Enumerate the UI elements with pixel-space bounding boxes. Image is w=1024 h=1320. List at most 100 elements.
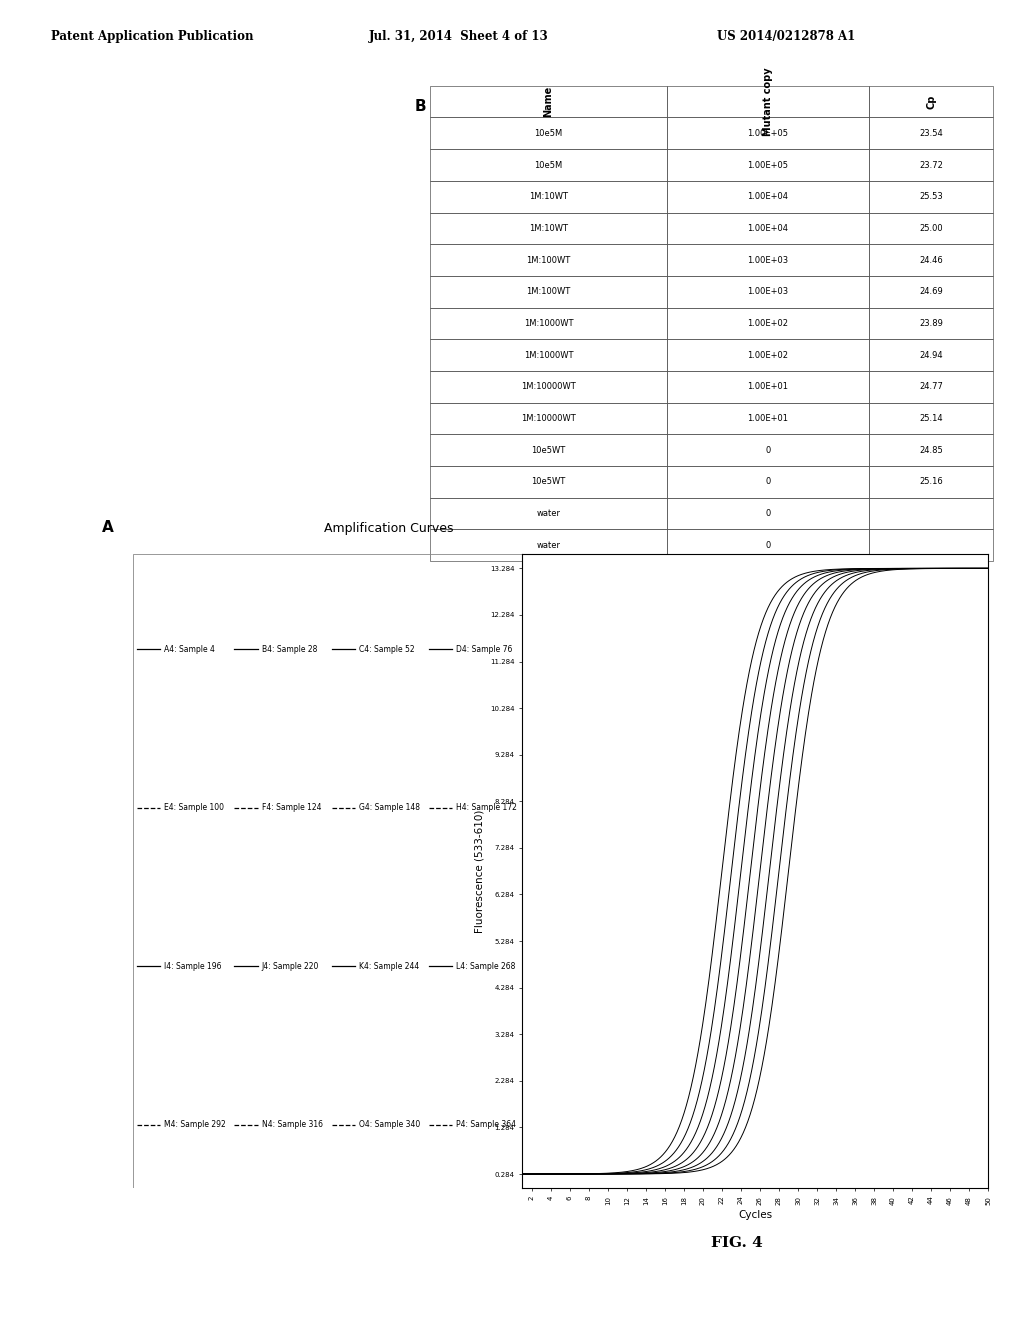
Text: 0: 0 [765,541,771,549]
Text: Jul. 31, 2014  Sheet 4 of 13: Jul. 31, 2014 Sheet 4 of 13 [369,30,549,44]
X-axis label: Cycles: Cycles [738,1210,772,1220]
Text: 23.89: 23.89 [920,319,943,327]
Text: 25.53: 25.53 [920,193,943,201]
Text: 1M:100WT: 1M:100WT [526,256,570,264]
Text: G4: Sample 148: G4: Sample 148 [358,804,420,812]
Text: K4: Sample 244: K4: Sample 244 [358,962,419,970]
Text: 1.00E+03: 1.00E+03 [748,288,788,296]
Bar [667,434,869,466]
Bar [430,244,667,276]
Bar [430,498,667,529]
Bar [869,308,993,339]
Text: O4: Sample 340: O4: Sample 340 [358,1121,420,1129]
Bar [869,339,993,371]
Bar [430,308,667,339]
Text: 1M:10000WT: 1M:10000WT [521,383,575,391]
Text: 0: 0 [765,446,771,454]
Text: 10e5M: 10e5M [535,161,562,169]
Bar [430,339,667,371]
Text: 1.00E+05: 1.00E+05 [748,129,788,137]
Bar [430,466,667,498]
Text: 1M:1000WT: 1M:1000WT [523,319,573,327]
Text: 24.46: 24.46 [920,256,943,264]
Bar [430,371,667,403]
Bar [869,149,993,181]
Text: 1.00E+05: 1.00E+05 [748,161,788,169]
Text: 1.00E+03: 1.00E+03 [748,256,788,264]
Bar [869,117,993,149]
Text: 1M:10000WT: 1M:10000WT [521,414,575,422]
Text: Mutant copy: Mutant copy [763,67,773,136]
Bar [667,339,869,371]
Text: water: water [537,510,560,517]
Text: F4: Sample 124: F4: Sample 124 [261,804,322,812]
Text: 0: 0 [765,510,771,517]
Bar [667,403,869,434]
Text: B: B [415,99,426,114]
Bar [667,371,869,403]
Bar [869,498,993,529]
Text: 1.00E+02: 1.00E+02 [748,351,788,359]
Bar [869,276,993,308]
Text: I4: Sample 196: I4: Sample 196 [164,962,222,970]
Bar [869,86,993,117]
Text: FIG. 4: FIG. 4 [712,1237,763,1250]
Bar [667,149,869,181]
Text: A4: Sample 4: A4: Sample 4 [164,645,215,653]
Text: Name: Name [544,86,553,117]
Text: 1.00E+01: 1.00E+01 [748,383,788,391]
Bar [430,213,667,244]
Text: 1.00E+04: 1.00E+04 [748,224,788,232]
Text: 10e5WT: 10e5WT [531,478,565,486]
Text: 25.16: 25.16 [920,478,943,486]
Text: 1M:10WT: 1M:10WT [528,193,568,201]
Text: 23.72: 23.72 [920,161,943,169]
Y-axis label: Fluorescence (533-610): Fluorescence (533-610) [474,809,484,933]
Text: J4: Sample 220: J4: Sample 220 [261,962,318,970]
Text: A: A [102,520,114,535]
Text: 1M:100WT: 1M:100WT [526,288,570,296]
Text: US 2014/0212878 A1: US 2014/0212878 A1 [717,30,855,44]
Text: 1.00E+01: 1.00E+01 [748,414,788,422]
Text: water: water [537,541,560,549]
Text: P4: Sample 364: P4: Sample 364 [456,1121,516,1129]
Bar [667,498,869,529]
Text: 24.77: 24.77 [920,383,943,391]
Text: 10e5M: 10e5M [535,129,562,137]
Bar [430,117,667,149]
Bar [667,308,869,339]
Text: 25.14: 25.14 [920,414,943,422]
Text: 10e5WT: 10e5WT [531,446,565,454]
Bar [667,181,869,213]
Text: E4: Sample 100: E4: Sample 100 [164,804,224,812]
Text: 24.69: 24.69 [920,288,943,296]
Bar [430,529,667,561]
Bar [430,276,667,308]
Bar [869,529,993,561]
Text: M4: Sample 292: M4: Sample 292 [164,1121,226,1129]
Bar [667,244,869,276]
Text: L4: Sample 268: L4: Sample 268 [456,962,515,970]
Text: 25.00: 25.00 [920,224,943,232]
Bar [667,117,869,149]
Text: 1M:1000WT: 1M:1000WT [523,351,573,359]
Text: 0: 0 [765,478,771,486]
Text: N4: Sample 316: N4: Sample 316 [261,1121,323,1129]
Text: 1M:10WT: 1M:10WT [528,224,568,232]
Bar [430,181,667,213]
Bar [869,434,993,466]
Text: D4: Sample 76: D4: Sample 76 [456,645,512,653]
Bar [667,466,869,498]
Bar [430,149,667,181]
Bar [869,181,993,213]
Text: 24.85: 24.85 [920,446,943,454]
Bar [430,434,667,466]
Text: Patent Application Publication: Patent Application Publication [51,30,254,44]
Bar [869,371,993,403]
Bar [667,529,869,561]
Bar [667,276,869,308]
Bar [430,403,667,434]
Text: 1.00E+04: 1.00E+04 [748,193,788,201]
Bar [869,244,993,276]
Text: 1.00E+02: 1.00E+02 [748,319,788,327]
